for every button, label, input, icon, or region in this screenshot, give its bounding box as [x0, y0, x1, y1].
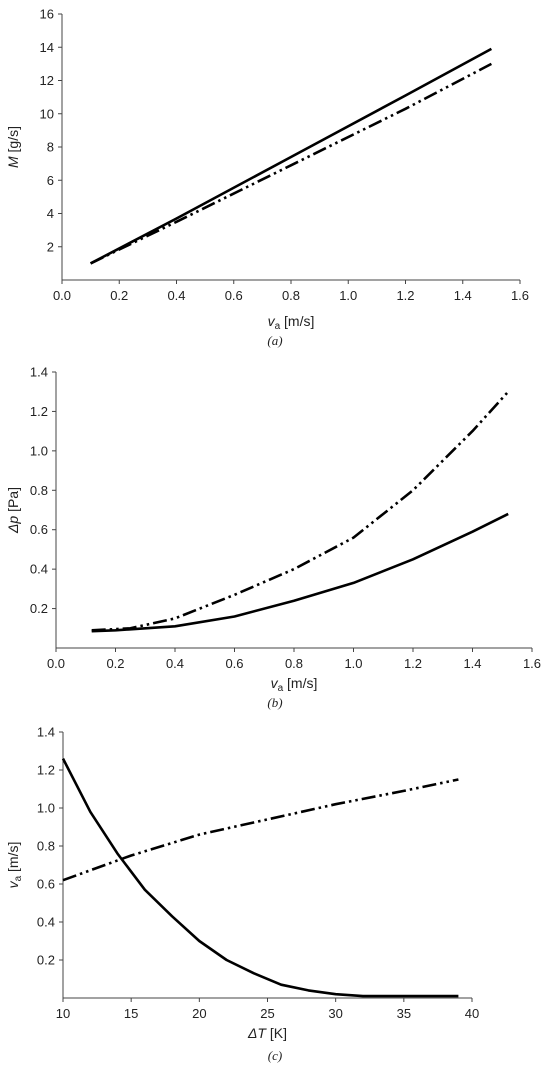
y-tick-label: 6	[47, 173, 54, 188]
panel-caption: (a)	[267, 333, 282, 348]
y-tick-label: 0.8	[30, 483, 48, 498]
x-tick-label: 0.2	[110, 288, 128, 303]
x-tick-label: 0.2	[106, 656, 124, 671]
x-tick-label: 0.4	[166, 656, 184, 671]
x-tick-label: 1.0	[339, 288, 357, 303]
y-axis-label: va [m/s]	[5, 842, 24, 889]
x-tick-label: 0.0	[53, 288, 71, 303]
x-tick-label: 1.6	[511, 288, 529, 303]
series-line-dashdot	[62, 778, 459, 882]
x-tick-label: 1.6	[523, 656, 541, 671]
y-tick-label: 1.4	[37, 725, 55, 740]
series-line-solid	[61, 758, 459, 998]
x-tick-label: 0.6	[225, 656, 243, 671]
y-tick-label: 12	[40, 73, 54, 88]
y-tick-label: 16	[40, 7, 54, 22]
chart-panel-b: 0.0 0.2 0.4 0.6 0.8 1.0 1.2 1.4 1.6 0.2 0.4 0.6 0.8 1…	[5, 365, 541, 711]
series-line-dashdot	[90, 62, 493, 265]
axis-label-unit: [K]	[266, 1025, 287, 1041]
axis-label-subscript: a	[13, 875, 24, 881]
axis-label-unit: [m/s]	[5, 842, 21, 876]
series-line-solid	[91, 512, 509, 633]
y-tick-label: 2	[47, 239, 54, 254]
x-axis-label: ΔT [K]	[247, 1025, 287, 1041]
x-tick-label: 15	[124, 1006, 138, 1021]
x-tick-label: 10	[56, 1006, 70, 1021]
y-axis-label: Δp [Pa]	[5, 487, 21, 534]
x-tick-label: 35	[397, 1006, 411, 1021]
x-tick-label: 1.2	[396, 288, 414, 303]
y-tick-label: 1.4	[30, 365, 48, 380]
y-tick-label: 1.2	[30, 404, 48, 419]
y-tick-label: 0.8	[37, 839, 55, 854]
series-line-dashdot	[91, 390, 510, 632]
panel-caption: (c)	[268, 1048, 282, 1063]
chart-panel-a: 0.0 0.2 0.4 0.6 0.8 1.0 1.2 1.4 1.6 2 4 6 8 10 12 14 16 v…	[5, 7, 529, 349]
x-tick-label: 0.4	[167, 288, 185, 303]
axis-label-variable: ΔT	[247, 1025, 267, 1041]
x-tick-label: 40	[465, 1006, 479, 1021]
axis-label-unit: [m/s]	[280, 313, 314, 329]
x-tick-label: 1.2	[404, 656, 422, 671]
x-tick-label: 0.6	[225, 288, 243, 303]
y-tick-label: 0.4	[37, 915, 55, 930]
x-tick-label: 1.0	[344, 656, 362, 671]
y-tick-label: 0.4	[30, 562, 48, 577]
y-tick-label: 1.0	[37, 801, 55, 816]
axis-label-subscript: a	[275, 321, 281, 332]
x-tick-label: 1.4	[454, 288, 472, 303]
y-tick-label: 0.2	[37, 953, 55, 968]
axis-label-variable: v	[268, 313, 276, 329]
axis-label-unit: [g/s]	[5, 126, 21, 156]
x-tick-label: 0.8	[285, 656, 303, 671]
axis-label-variable: Δp	[5, 516, 21, 534]
axis-label-unit: [m/s]	[283, 675, 317, 691]
y-tick-label: 1.2	[37, 763, 55, 778]
axis-label-variable: v	[271, 675, 279, 691]
y-tick-label: 10	[40, 106, 54, 121]
y-tick-label: 1.0	[30, 443, 48, 458]
axis-label-subscript: a	[278, 683, 284, 694]
x-axis-label: va [m/s]	[268, 313, 315, 332]
axis-label-unit: [Pa]	[5, 487, 21, 516]
x-tick-label: 0.8	[282, 288, 300, 303]
axis-label-variable: v	[5, 880, 21, 888]
series-line-solid	[89, 47, 493, 265]
panel-caption: (b)	[267, 695, 282, 710]
x-tick-label: 30	[328, 1006, 342, 1021]
axis-label-variable: M	[5, 156, 21, 168]
x-tick-label: 0.0	[47, 656, 65, 671]
x-tick-label: 20	[192, 1006, 206, 1021]
y-tick-label: 14	[40, 40, 54, 55]
x-axis-label: va [m/s]	[271, 675, 318, 694]
y-tick-label: 0.6	[37, 877, 55, 892]
y-tick-label: 0.6	[30, 522, 48, 537]
chart-panel-c: 10 15 20 25 30 35 40 0.2 0.4 0.6 0.8 1.0 1.2 1.4 ΔT [K…	[5, 725, 479, 1064]
y-tick-label: 0.2	[30, 601, 48, 616]
x-tick-label: 1.4	[463, 656, 481, 671]
y-tick-label: 4	[47, 206, 54, 221]
y-axis-label: M [g/s]	[5, 126, 21, 168]
y-tick-label: 8	[47, 140, 54, 155]
x-tick-label: 25	[260, 1006, 274, 1021]
